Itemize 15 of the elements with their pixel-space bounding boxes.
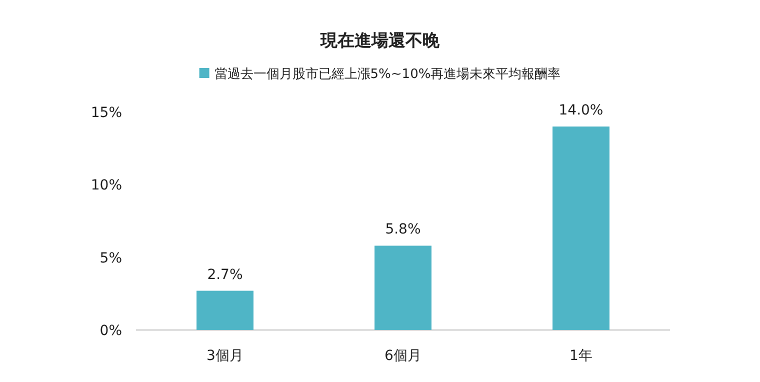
bar [374,246,432,330]
chart-title: 現在進場還不晚 [320,31,440,51]
bar [552,126,610,330]
legend-label: 當過去一個月股市已經上漲5%~10%再進場未來平均報酬率 [214,66,561,82]
data-label: 2.7% [207,266,243,283]
data-label: 14.0% [558,102,604,119]
y-tick-label: 15% [90,105,122,121]
y-tick-label: 10% [90,178,122,194]
x-tick-label: 6個月 [384,348,422,364]
y-tick-label: 0% [100,323,122,339]
data-label: 5.8% [385,222,421,238]
x-tick-label: 1年 [570,348,592,364]
x-tick-label: 3個月 [206,348,244,364]
y-tick-label: 5% [100,250,122,266]
bar [196,290,254,330]
